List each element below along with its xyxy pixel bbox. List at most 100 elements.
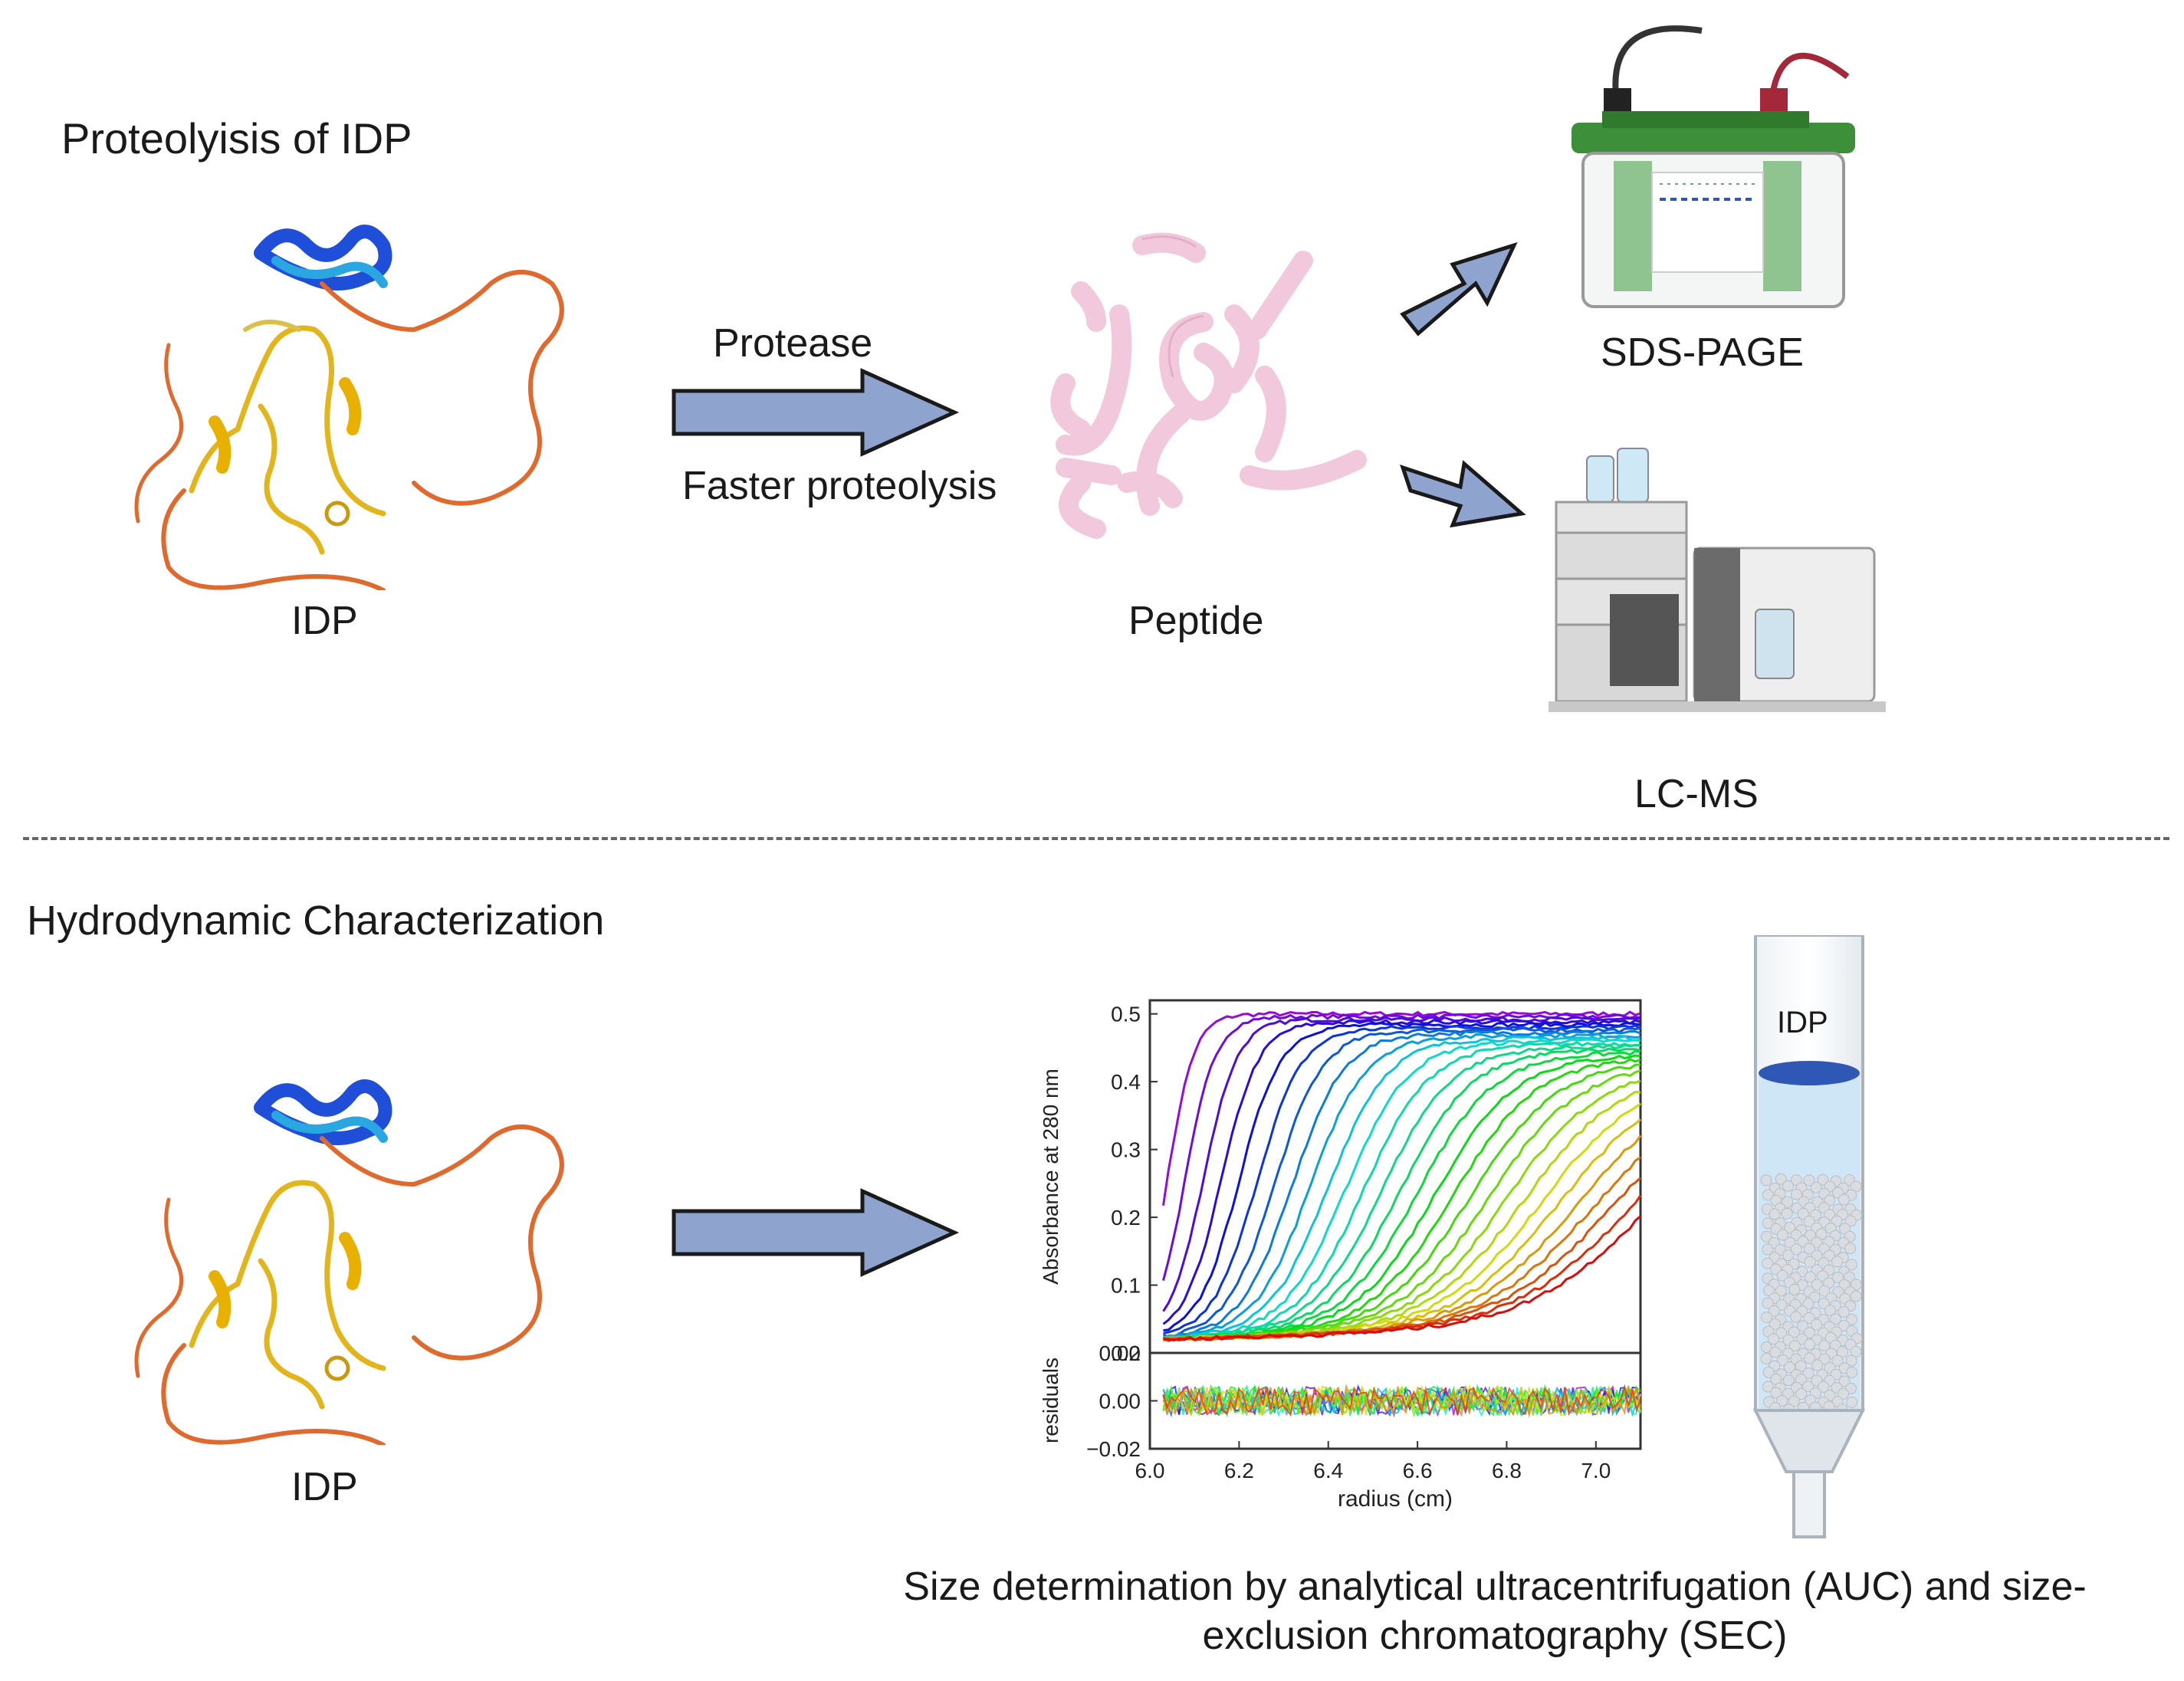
column-beads (1760, 1173, 1863, 1416)
column-bead (1770, 1387, 1782, 1399)
column-bead (1803, 1243, 1815, 1255)
column-bead (1817, 1174, 1829, 1186)
column-idp-label: IDP (1777, 1006, 1828, 1039)
column-bead (1811, 1359, 1824, 1371)
column-bead (1776, 1229, 1788, 1241)
column-bead (1811, 1279, 1823, 1291)
column-bead (1795, 1388, 1808, 1400)
column-bead (1804, 1352, 1816, 1364)
column-bead (1844, 1243, 1857, 1255)
column-bead (1782, 1249, 1795, 1262)
column-bead (1762, 1257, 1774, 1269)
column-bead (1789, 1340, 1801, 1352)
y-tick-label: 0.4 (1111, 1070, 1141, 1094)
residual-tick-labels: 0.02 0.00 −0.02 (1086, 1341, 1158, 1461)
column-bead (1803, 1174, 1815, 1187)
y-tick-label: 0.1 (1111, 1274, 1141, 1298)
column-bead (1782, 1196, 1794, 1208)
idp-structure-top (134, 225, 564, 590)
y-tick-label: 0.5 (1111, 1003, 1141, 1026)
column-bead (1777, 1354, 1789, 1367)
column-bead (1846, 1366, 1858, 1378)
column-bead (1829, 1313, 1841, 1325)
column-bead (1762, 1217, 1774, 1230)
section-divider (23, 837, 2169, 840)
column-bead (1788, 1326, 1800, 1338)
auc-arrow (672, 1188, 960, 1277)
residual-trace (1162, 1384, 1641, 1417)
column-bead (1850, 1180, 1862, 1193)
residual-axis-label: residuals (1039, 1358, 1062, 1443)
column-bead (1781, 1207, 1793, 1220)
column-bead (1803, 1215, 1815, 1227)
column-bead (1760, 1174, 1772, 1187)
column-bead (1797, 1207, 1809, 1220)
faster-proteolysis-label: Faster proteolysis (682, 464, 997, 508)
sedimentation-curve (1162, 1013, 1641, 1281)
peptide-fragments (1050, 232, 1367, 539)
column-bead (1782, 1180, 1795, 1192)
column-bead (1818, 1285, 1831, 1297)
protease-label: Protease (713, 321, 873, 366)
sedimentation-curve (1162, 1016, 1641, 1312)
column-bead (1838, 1193, 1850, 1206)
column-bead (1795, 1360, 1807, 1372)
column-bead (1769, 1208, 1781, 1220)
column-bead (1824, 1304, 1836, 1316)
residual-trace (1162, 1384, 1641, 1417)
column-bead (1791, 1188, 1803, 1200)
sedimentation-curve (1163, 1021, 1641, 1332)
column-bead (1775, 1299, 1788, 1311)
idp-label-bottom: IDP (291, 1465, 358, 1509)
column-bead (1811, 1318, 1823, 1331)
column-bead (1845, 1259, 1857, 1271)
auc-chart: 0.00.10.20.30.40.5 0.020.00−0.02 6.0 6.2 6… (1039, 999, 1642, 1512)
column-bead (1769, 1318, 1781, 1330)
sedimentation-curve (1162, 1035, 1641, 1341)
column-bead (1804, 1256, 1816, 1268)
x-tick-label: 6.2 (1224, 1459, 1254, 1482)
column-bead (1804, 1327, 1816, 1339)
x-tick-label: 6.4 (1313, 1459, 1343, 1482)
sedimentation-curve (1163, 1043, 1641, 1341)
column-bead (1844, 1215, 1857, 1227)
y-axis-label: Absorbance at 280 nm (1039, 1069, 1062, 1285)
column-bead (1797, 1320, 1809, 1332)
sedimentation-curves (1162, 1010, 1642, 1342)
sedimentation-curve (1162, 1038, 1641, 1342)
residual-tick-label: −0.02 (1086, 1437, 1141, 1461)
column-bead (1818, 1381, 1830, 1393)
sedimentation-curve (1162, 1032, 1641, 1340)
column-bead (1762, 1189, 1774, 1201)
column-bead (1776, 1269, 1788, 1282)
sds-page-apparatus-icon (1571, 25, 1855, 308)
column-bead (1768, 1305, 1780, 1317)
idp-structure-bottom (134, 1079, 564, 1445)
sedimentation-curve (1163, 1215, 1641, 1341)
lcms-label: LC-MS (1634, 772, 1759, 816)
column-bead (1804, 1271, 1816, 1283)
column-bead (1784, 1222, 1796, 1234)
column-bead (1774, 1244, 1786, 1256)
main-plot-frame (1148, 999, 1642, 1354)
column-bead (1803, 1312, 1815, 1325)
column-bead (1762, 1243, 1774, 1256)
column-bead (1762, 1297, 1774, 1309)
column-bead (1762, 1366, 1775, 1378)
sedimentation-curve (1162, 1026, 1641, 1339)
x-tick-label: 6.8 (1492, 1459, 1522, 1482)
column-bead (1802, 1298, 1815, 1310)
column-bead (1760, 1341, 1772, 1353)
residual-traces (1162, 1383, 1641, 1418)
x-axis-label: radius (cm) (1338, 1486, 1453, 1512)
residual-trace (1162, 1384, 1641, 1417)
column-bead (1845, 1313, 1857, 1325)
column-bead (1831, 1256, 1843, 1268)
size-determination-caption: Size determination by analytical ultrace… (828, 1562, 2162, 1660)
section1-title: Proteolyisis of IDP (61, 114, 412, 163)
column-bead (1831, 1354, 1844, 1367)
column-bead (1788, 1395, 1800, 1407)
column-bead (1836, 1346, 1848, 1358)
x-tick-label: 6.0 (1135, 1459, 1165, 1482)
column-bead (1804, 1338, 1816, 1351)
